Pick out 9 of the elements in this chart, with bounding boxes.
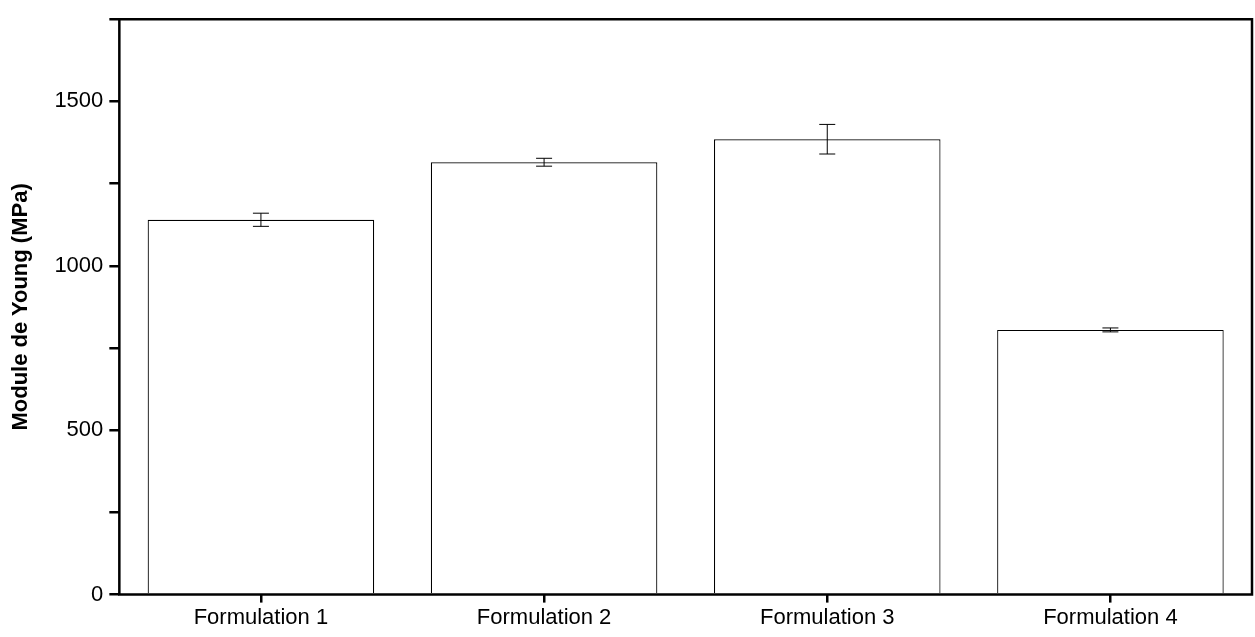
y-axis-title: Module de Young (MPa)	[7, 183, 33, 431]
y-tick-label: 0	[91, 580, 104, 606]
x-tick-label: Formulation 1	[193, 603, 329, 629]
y-tick-label: 500	[66, 416, 104, 442]
x-tick-label: Formulation 2	[476, 603, 612, 629]
y-tick-label: 1500	[54, 87, 104, 113]
x-tick-label: Formulation 4	[1043, 603, 1178, 629]
y-tick-label: 1000	[54, 251, 104, 277]
x-tick-label: Formulation 3	[760, 603, 895, 629]
